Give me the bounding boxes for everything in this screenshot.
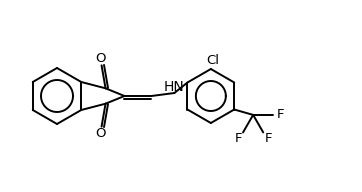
- Text: F: F: [277, 108, 284, 121]
- Text: F: F: [234, 132, 242, 145]
- Text: HN: HN: [164, 80, 185, 94]
- Text: Cl: Cl: [206, 54, 219, 66]
- Text: O: O: [95, 127, 106, 140]
- Text: O: O: [95, 52, 106, 65]
- Text: F: F: [265, 132, 272, 145]
